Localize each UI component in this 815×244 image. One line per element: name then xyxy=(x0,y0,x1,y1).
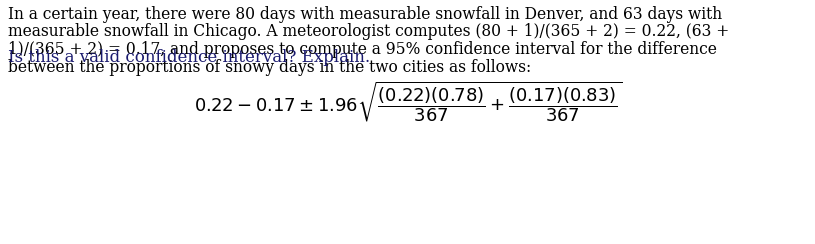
Text: Is this a valid confidence interval? Explain.: Is this a valid confidence interval? Exp… xyxy=(8,49,370,66)
Text: measurable snowfall in Chicago. A meteorologist computes (80 + 1)/(365 + 2) = 0.: measurable snowfall in Chicago. A meteor… xyxy=(8,23,729,41)
Text: between the proportions of snowy days in the two cities as follows:: between the proportions of snowy days in… xyxy=(8,59,531,75)
Text: $0.22 - 0.17 \pm 1.96\sqrt{\dfrac{(0.22)(0.78)}{367} + \dfrac{(0.17)(0.83)}{367}: $0.22 - 0.17 \pm 1.96\sqrt{\dfrac{(0.22)… xyxy=(194,80,622,124)
Text: In a certain year, there were 80 days with measurable snowfall in Denver, and 63: In a certain year, there were 80 days wi… xyxy=(8,6,722,23)
Text: 1)/(365 + 2) = 0.17, and proposes to compute a 95% confidence interval for the d: 1)/(365 + 2) = 0.17, and proposes to com… xyxy=(8,41,717,58)
